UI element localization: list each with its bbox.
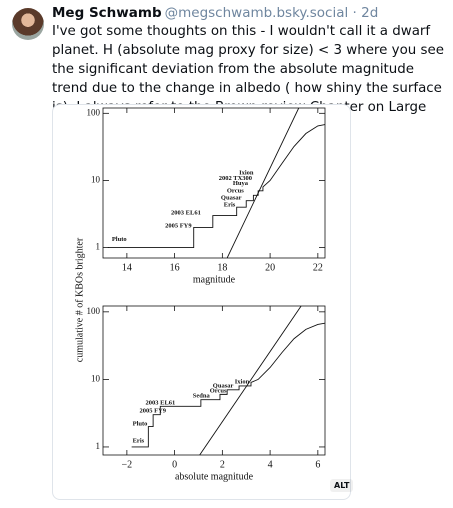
x-tick-label: 16 xyxy=(170,262,180,273)
annotation: Eris xyxy=(133,437,145,444)
x-tick-label: 20 xyxy=(265,262,275,273)
plot-frame xyxy=(102,107,326,259)
annotation: 2005 FY9 xyxy=(165,222,192,229)
annotation: Quasar xyxy=(221,194,242,201)
y-tick-label: 1 xyxy=(96,441,101,451)
annotation: Quasar xyxy=(213,382,234,389)
x-tick-label: 2 xyxy=(220,459,225,470)
annotation: 2003 EL61 xyxy=(145,399,175,406)
series-line xyxy=(199,306,302,455)
annotation: Sedna xyxy=(193,392,211,399)
x-tick-label: 14 xyxy=(122,262,132,273)
image-card[interactable] xyxy=(52,104,351,500)
x-axis-label: magnitude xyxy=(193,274,236,285)
annotation: 2005 FY9 xyxy=(140,408,167,415)
x-tick-label: 22 xyxy=(313,262,323,273)
figure-y-label: cumulative # of KBOs brighter xyxy=(74,237,85,362)
annotation: Ixion xyxy=(235,379,250,386)
annotation: Orcus xyxy=(210,388,227,395)
plot-frame xyxy=(102,305,326,456)
avatar[interactable] xyxy=(12,8,44,40)
x-tick-label: 6 xyxy=(315,459,320,470)
annotation: Eris xyxy=(224,202,236,209)
y-tick-label: 100 xyxy=(87,306,101,316)
x-tick-label: 0 xyxy=(172,459,177,470)
post-header: Meg Schwamb @megschwamb.bsky.social · 2d xyxy=(52,5,378,21)
annotation: Pluto xyxy=(133,420,148,427)
annotation: Orcus xyxy=(227,187,244,194)
annotation: 2002 TX300 xyxy=(219,175,252,182)
post-meta[interactable]: @megschwamb.bsky.social · 2d xyxy=(164,5,379,21)
series-line xyxy=(107,124,325,249)
x-axis-label: absolute magnitude xyxy=(175,471,254,482)
annotation: Huya xyxy=(233,180,249,187)
alt-badge[interactable]: ALT xyxy=(330,479,354,492)
x-tick-label: 4 xyxy=(268,459,273,470)
x-tick-label: −2 xyxy=(122,459,133,470)
series-line xyxy=(131,322,325,448)
annotation: Pluto xyxy=(112,236,127,243)
author-name[interactable]: Meg Schwamb xyxy=(52,5,162,21)
y-tick-label: 10 xyxy=(91,175,101,185)
x-tick-label: 18 xyxy=(217,262,227,273)
y-tick-label: 10 xyxy=(91,373,101,383)
annotation: Ixion xyxy=(239,169,254,176)
series-line xyxy=(226,108,300,258)
y-tick-label: 100 xyxy=(87,107,101,117)
annotation: 2003 EL61 xyxy=(171,209,201,216)
y-tick-label: 1 xyxy=(96,242,101,252)
